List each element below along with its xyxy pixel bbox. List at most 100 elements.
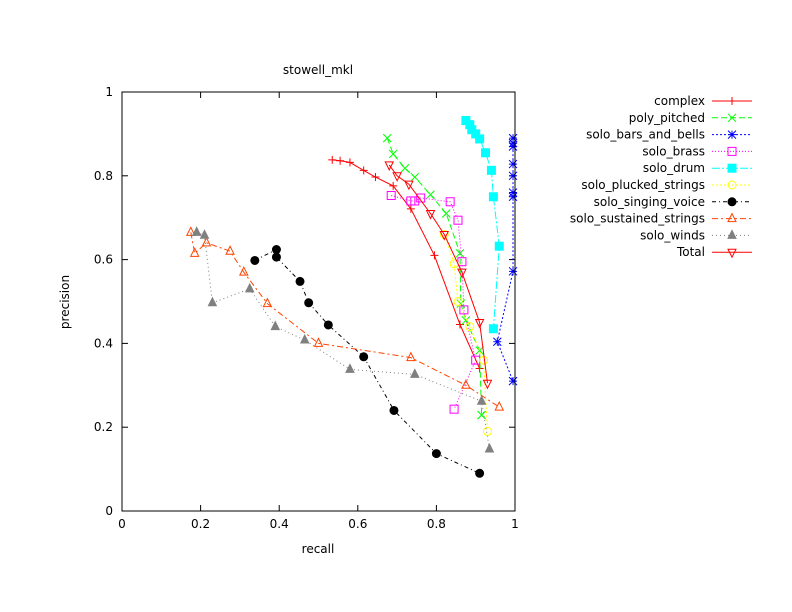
- y-tick-label: 0: [105, 504, 113, 518]
- data-point: [508, 188, 518, 197]
- series-solo-bars-and-bells: [492, 133, 518, 386]
- chart-title: stowell_mkl: [283, 63, 353, 77]
- legend-item: solo_bars_and_bells: [586, 128, 752, 142]
- data-point: [430, 251, 439, 260]
- data-point: [359, 166, 368, 175]
- data-point: [406, 351, 416, 362]
- legend-item: solo_singing_voice: [594, 195, 752, 209]
- data-point: [410, 196, 420, 206]
- data-point: [508, 266, 518, 276]
- data-point: [508, 192, 518, 202]
- data-point: [457, 257, 467, 267]
- x-tick-label: 0: [118, 517, 126, 531]
- axis-ticks: 0 0.2 0.4 0.6 0.8 1 0 0.2 0.4 0.6 0.8 1: [94, 85, 519, 531]
- data-point: [508, 376, 518, 386]
- y-tick-label: 0.2: [94, 420, 113, 434]
- data-point: [475, 468, 485, 478]
- data-point: [225, 245, 235, 255]
- series-layer: [185, 115, 518, 478]
- series-solo-drum: [461, 115, 504, 334]
- data-point: [404, 180, 414, 191]
- data-point: [384, 161, 395, 172]
- series-solo-brass: [386, 190, 481, 414]
- data-point: [727, 197, 737, 207]
- data-point: [199, 229, 210, 239]
- data-point: [727, 229, 737, 239]
- data-point: [492, 337, 502, 347]
- data-point: [239, 266, 249, 276]
- data-point: [426, 190, 435, 200]
- data-point: [250, 255, 260, 265]
- data-point: [494, 241, 504, 251]
- x-tick-label: 0.2: [191, 517, 210, 531]
- data-point: [201, 236, 212, 247]
- legend-item: solo_drum: [643, 161, 752, 175]
- series-line: [465, 120, 500, 329]
- series-line: [388, 164, 488, 384]
- data-point: [185, 226, 196, 236]
- y-tick-label: 1: [105, 85, 113, 99]
- legend-label: solo_drum: [643, 161, 705, 175]
- x-tick-label: 1: [511, 517, 519, 531]
- legend-item: complex: [654, 94, 752, 108]
- series-complex: [328, 155, 484, 373]
- y-tick-label: 0.4: [94, 336, 113, 350]
- data-point: [488, 192, 498, 202]
- data-point: [313, 337, 324, 347]
- data-point: [359, 352, 369, 362]
- data-point: [728, 97, 736, 105]
- series-solo-winds: [191, 226, 495, 453]
- legend: complex poly_pitched solo_bars_and_bellsso…: [570, 94, 752, 259]
- data-point: [207, 296, 218, 307]
- legend-label: solo_sustained_strings: [570, 212, 705, 226]
- legend-label: complex: [654, 94, 705, 108]
- data-point: [189, 247, 200, 257]
- data-point: [445, 197, 455, 207]
- series-line: [443, 234, 488, 432]
- data-point: [455, 320, 464, 329]
- legend-label: poly_pitched: [629, 111, 705, 125]
- data-point: [727, 113, 737, 123]
- legend-label: solo_winds: [640, 228, 705, 242]
- legend-item: solo_sustained_strings: [570, 212, 752, 226]
- x-tick-label: 0.4: [270, 517, 289, 531]
- data-point: [474, 318, 485, 329]
- data-point: [482, 379, 493, 390]
- legend-item: poly_pitched: [629, 111, 752, 125]
- data-point: [508, 159, 518, 169]
- data-point: [271, 245, 281, 255]
- series-solo-plucked-strings: [439, 229, 492, 436]
- series-line: [196, 231, 490, 450]
- series-line: [254, 248, 480, 474]
- data-point: [271, 252, 281, 262]
- data-point: [494, 400, 505, 411]
- data-point: [508, 171, 518, 181]
- data-point: [727, 163, 737, 173]
- x-tick-label: 0.8: [427, 517, 446, 531]
- data-point: [431, 449, 441, 459]
- data-point: [386, 190, 396, 200]
- series-line: [332, 159, 481, 369]
- data-point: [475, 346, 484, 355]
- legend-item: solo_brass: [642, 144, 752, 158]
- data-point: [455, 248, 465, 258]
- series-line: [391, 195, 477, 410]
- series-line: [496, 138, 514, 382]
- series-solo-sustained-strings: [185, 226, 505, 411]
- data-point: [477, 410, 486, 420]
- data-point: [304, 298, 314, 308]
- y-tick-label: 0.8: [94, 169, 113, 183]
- data-point: [449, 404, 459, 414]
- data-point: [727, 212, 737, 223]
- data-point: [345, 363, 355, 373]
- x-axis-label: recall: [302, 542, 335, 556]
- series-solo-singing-voice: [250, 245, 485, 478]
- data-point: [371, 173, 380, 182]
- data-point: [328, 155, 337, 164]
- data-point: [486, 165, 496, 175]
- legend-item: Total: [676, 245, 752, 259]
- data-point: [439, 230, 450, 241]
- y-axis-label: precision: [58, 275, 72, 329]
- data-point: [488, 324, 498, 334]
